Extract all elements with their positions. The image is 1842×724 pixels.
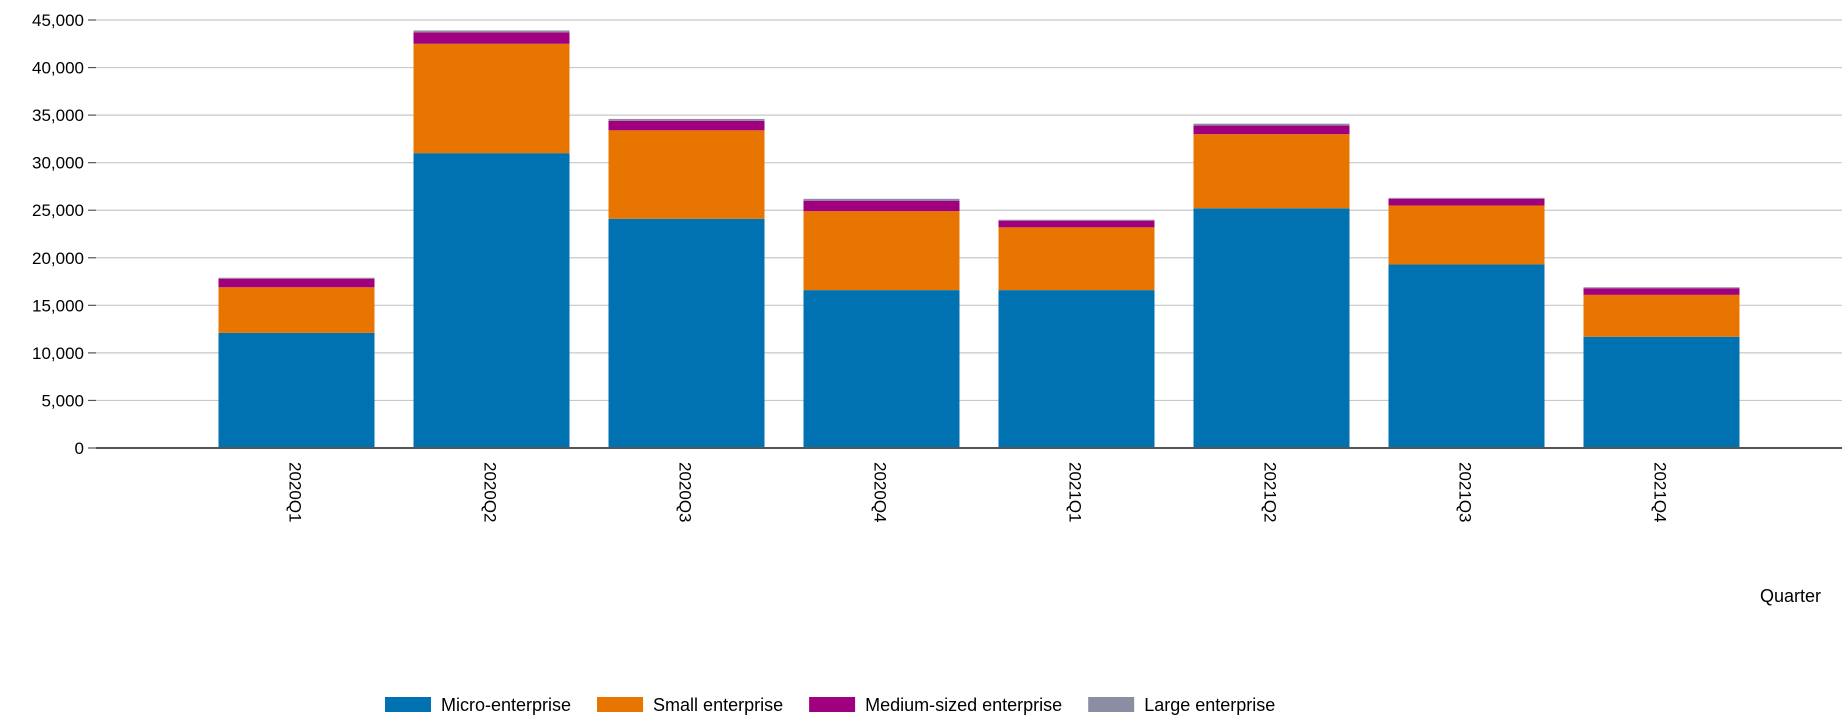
bar-large-enterprise-2021q4 [1583,287,1740,289]
legend-label-medium-sized-enterprise: Medium-sized enterprise [865,695,1062,715]
x-tick-label: 2021Q3 [1456,462,1475,523]
bar-medium-sized-enterprise-2021q3 [1388,198,1545,206]
legend-swatch-micro-enterprise [385,697,431,712]
bar-small-enterprise-2021q4 [1583,294,1740,337]
bars [218,30,1740,448]
y-tick-label: 25,000 [32,201,84,220]
bar-micro-enterprise-2020q3 [608,218,765,448]
bar-small-enterprise-2020q1 [218,287,375,333]
gridlines [96,19,1842,402]
bar-large-enterprise-2020q4 [803,198,960,201]
legend-label-large-enterprise: Large enterprise [1144,695,1275,715]
y-tick-label: 40,000 [32,59,84,78]
y-tick-label: 35,000 [32,106,84,125]
bar-small-enterprise-2020q3 [608,130,765,219]
bar-micro-enterprise-2021q4 [1583,336,1740,448]
bar-large-enterprise-2021q3 [1388,197,1545,199]
x-tick-label: 2021Q1 [1066,462,1085,523]
bar-micro-enterprise-2021q1 [998,290,1155,448]
x-tick-labels: 2020Q1 2020Q2 2020Q3 2020Q4 2021Q1 2021Q2 2021… [286,462,1670,523]
legend-label-small-enterprise: Small enterprise [653,695,783,715]
bar-small-enterprise-2021q1 [998,227,1155,291]
x-axis-title: Quarter [1760,586,1821,606]
y-tick-label: 15,000 [32,296,84,315]
bar-large-enterprise-2020q3 [608,118,765,121]
bar-micro-enterprise-2021q2 [1193,208,1350,448]
bar-large-enterprise-2020q1 [218,277,375,279]
x-tick-label: 2020Q1 [286,462,305,523]
y-tick-label: 30,000 [32,154,84,173]
bar-medium-sized-enterprise-2020q1 [218,278,375,288]
bar-medium-sized-enterprise-2021q4 [1583,288,1740,295]
bar-micro-enterprise-2020q1 [218,332,375,448]
bar-small-enterprise-2021q3 [1388,205,1545,265]
bar-micro-enterprise-2020q2 [413,153,570,448]
axes [88,19,1842,449]
legend-label-micro-enterprise: Micro-enterprise [441,695,571,715]
bar-medium-sized-enterprise-2021q2 [1193,125,1350,135]
bar-medium-sized-enterprise-2020q4 [803,200,960,212]
legend-swatch-medium-sized-enterprise [809,697,856,712]
y-tick-label: 20,000 [32,249,84,268]
legend-swatch-small-enterprise [597,697,644,712]
y-tick-label: 5,000 [41,391,84,410]
bar-medium-sized-enterprise-2020q3 [608,120,765,131]
bar-medium-sized-enterprise-2021q1 [998,220,1155,228]
y-tick-labels: 0 5,000 10,000 15,000 20,000 25,000 30,000 35,0… [32,11,84,458]
bar-large-enterprise-2020q2 [413,30,570,33]
bar-small-enterprise-2020q4 [803,211,960,291]
legend: Micro-enterprise Small enterprise Medium-s… [385,695,1275,715]
bar-micro-enterprise-2020q4 [803,290,960,448]
x-tick-label: 2020Q4 [871,462,890,523]
x-tick-label: 2020Q3 [676,462,695,523]
bar-large-enterprise-2021q1 [998,219,1155,221]
x-tick-label: 2021Q2 [1261,462,1280,523]
bar-large-enterprise-2021q2 [1193,123,1350,126]
x-tick-label: 2020Q2 [481,462,500,523]
x-tick-label: 2021Q4 [1651,462,1670,523]
bar-micro-enterprise-2021q3 [1388,264,1545,448]
bar-small-enterprise-2021q2 [1193,134,1350,209]
bar-medium-sized-enterprise-2020q2 [413,32,570,44]
y-tick-label: 10,000 [32,344,84,363]
y-tick-label: 45,000 [32,11,84,30]
bar-small-enterprise-2020q2 [413,43,570,154]
y-tick-label: 0 [75,439,84,458]
legend-swatch-large-enterprise [1088,697,1135,712]
